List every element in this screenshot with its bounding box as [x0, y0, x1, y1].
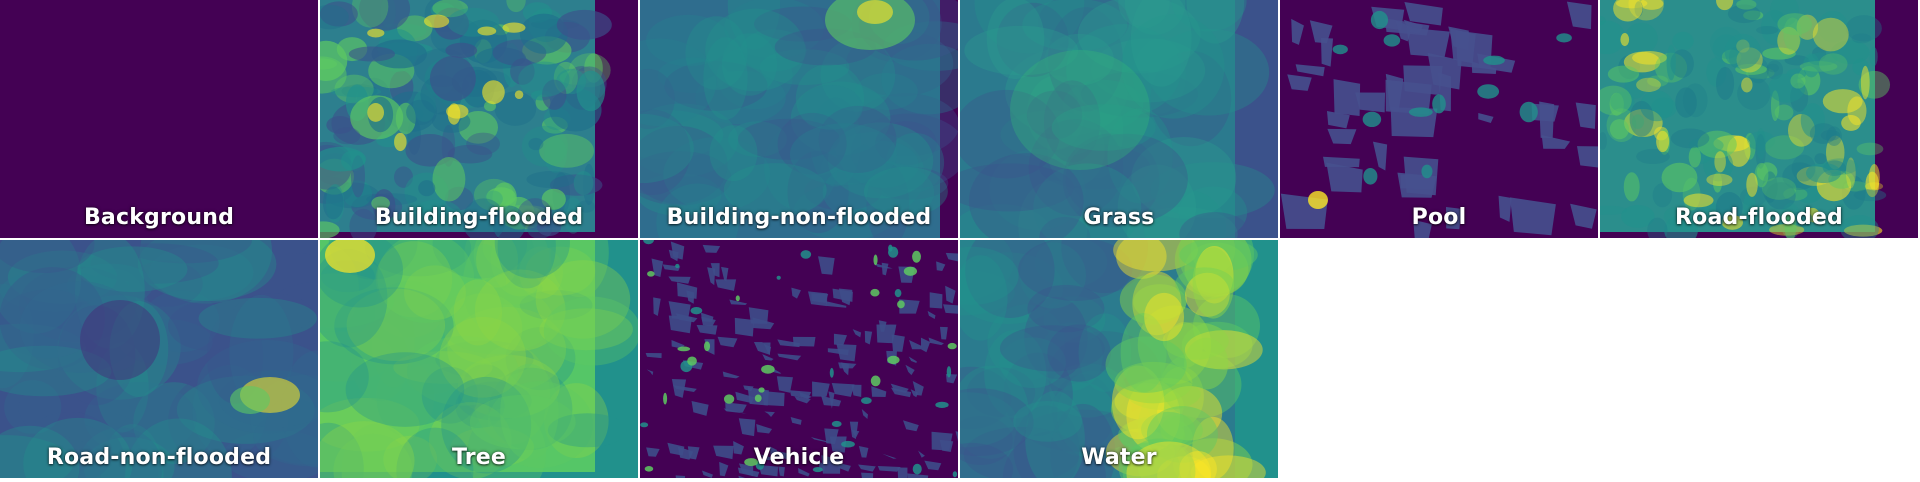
panel-pool: Pool — [1280, 0, 1598, 238]
heatmap-image — [1600, 0, 1918, 238]
heatmap-image — [320, 0, 638, 238]
panel-vehicle: Vehicle — [640, 240, 958, 478]
heatmap-image — [640, 0, 958, 238]
panel-grass: Grass — [960, 0, 1278, 238]
panel-building-non-flooded: Building-non-flooded — [640, 0, 958, 238]
panel-label: Building-non-flooded — [666, 205, 932, 230]
heatmap-image — [320, 240, 638, 478]
panel-label: Road-non-flooded — [46, 445, 272, 470]
panel-background: Background — [0, 0, 318, 238]
panel-road-non-flooded: Road-non-flooded — [0, 240, 318, 478]
panel-tree: Tree — [320, 240, 638, 478]
panel-label: Road-flooded — [1675, 205, 1843, 230]
panel-label: Grass — [1083, 205, 1155, 230]
panel-label: Pool — [1411, 205, 1467, 230]
heatmap-image — [1280, 0, 1598, 238]
panel-label: Tree — [451, 445, 507, 470]
panel-label: Vehicle — [753, 445, 845, 470]
heatmap-image — [0, 240, 318, 478]
panel-label: Water — [1081, 445, 1157, 470]
heatmap-image — [960, 0, 1278, 238]
heatmap-image — [0, 0, 318, 238]
panel-label: Building-flooded — [374, 205, 584, 230]
panel-building-flooded: Building-flooded — [320, 0, 638, 238]
panel-water: Water — [960, 240, 1278, 478]
heatmap-image — [640, 240, 958, 478]
panel-label: Background — [83, 205, 235, 230]
heatmap-image — [960, 240, 1278, 478]
panel-road-flooded: Road-flooded — [1600, 0, 1918, 238]
